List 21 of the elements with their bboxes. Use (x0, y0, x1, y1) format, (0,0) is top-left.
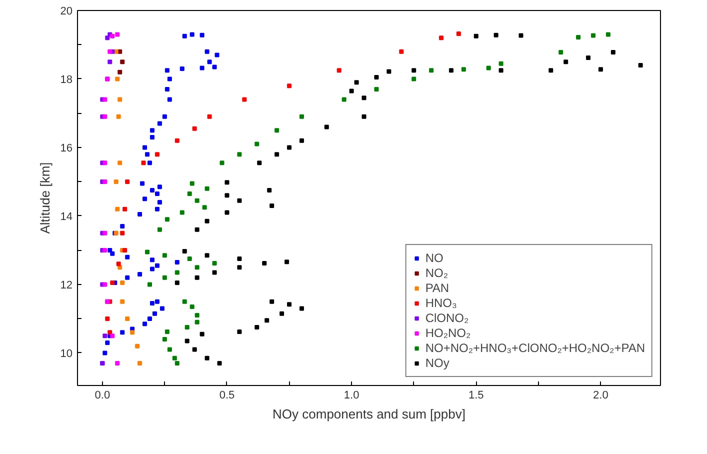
x-tick-label: 0.0 (94, 390, 110, 402)
x-tick-label: 0.5 (219, 390, 235, 402)
y-tick-label: 20 (60, 6, 73, 18)
x-tick-label: 1.0 (344, 390, 360, 402)
legend-label: NO₂ (425, 266, 448, 280)
legend-label: NOy (425, 356, 450, 370)
legend-label: NO (425, 251, 444, 265)
legend-label: ClONO₂ (425, 311, 469, 325)
x-axis-title: NOy components and sum [ppbv] (272, 406, 466, 422)
x-tick-label: 2.0 (593, 390, 608, 402)
x-tick-label: 1.5 (468, 390, 484, 402)
y-tick-label: 18 (60, 74, 73, 86)
y-axis-title: Altitude [km] (37, 162, 52, 234)
legend-label: PAN (425, 281, 450, 295)
legend-label: HO₂NO₂ (425, 326, 471, 340)
y-tick-label: 16 (60, 142, 73, 154)
y-tick-label: 12 (60, 279, 73, 292)
y-tick-label: 10 (60, 348, 73, 360)
legend-label: NO+NO₂+HNO₃+ClONO₂+HO₂NO₂+PAN (425, 341, 645, 355)
legend-label: HNO₃ (425, 296, 457, 310)
y-tick-label: 14 (60, 210, 73, 223)
